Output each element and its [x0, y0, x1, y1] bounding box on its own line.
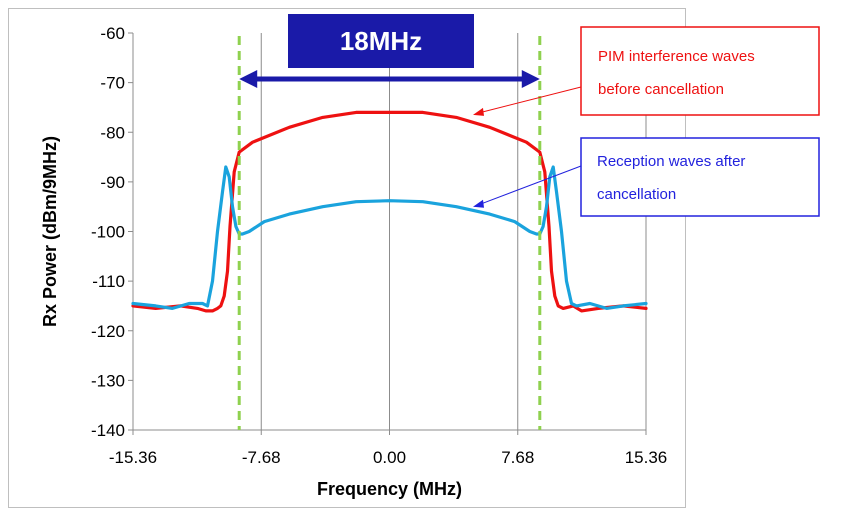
- y-tick-label: -120: [91, 322, 125, 341]
- annotation-layer: 18MHz PIM interference waves before cancel…: [239, 14, 820, 217]
- y-tick-label: -140: [91, 421, 125, 440]
- band-label-text: 18MHz: [340, 26, 422, 56]
- callout-rx-line1: Reception waves after: [597, 153, 745, 170]
- callout-pim-box: [580, 26, 820, 116]
- x-tick-label: -7.68: [242, 448, 281, 467]
- axis-layer: -60 -70 -80 -90 -100 -110 -120 -130 -140 -15.36 -7…: [91, 24, 667, 467]
- x-tick-label: 15.36: [625, 448, 668, 467]
- callout-rx-line2: cancellation: [597, 186, 676, 203]
- x-tick-label: -15.36: [109, 448, 157, 467]
- callout-rx-box: [580, 137, 820, 217]
- x-tick-label: 0.00: [373, 448, 406, 467]
- y-tick-label: -100: [91, 223, 125, 242]
- y-tick-label: -130: [91, 371, 125, 390]
- marker-layer: [237, 36, 542, 430]
- callout-pim-line2: before cancellation: [598, 81, 724, 98]
- band-arrow-head-left: [239, 70, 258, 88]
- x-tick-label: 7.68: [501, 448, 534, 467]
- band-arrow-head-right: [521, 70, 540, 88]
- callout-pim-arrowhead: [472, 107, 484, 116]
- callout-rx-arrowhead: [472, 199, 484, 208]
- y-tick-label: -70: [100, 74, 125, 93]
- callout-pim-line1: PIM interference waves: [598, 48, 755, 65]
- band-label-box: [288, 14, 474, 68]
- y-tick-label: -80: [100, 123, 125, 142]
- series-line-pim-before: [131, 110, 648, 313]
- x-axis-title: Frequency (MHz): [317, 479, 462, 499]
- y-tick-label: -90: [100, 173, 125, 192]
- y-axis-title: Rx Power (dBm/9MHz): [40, 136, 60, 327]
- y-tick-label: -110: [92, 272, 125, 291]
- y-tick-label: -60: [100, 24, 125, 43]
- series-line-rx-after: [131, 165, 648, 310]
- callout-pim-leader: [478, 86, 582, 114]
- chart-frame: [8, 8, 686, 508]
- callout-rx-leader: [478, 165, 582, 206]
- series-layer: [131, 110, 648, 313]
- grid-layer: [132, 33, 647, 430]
